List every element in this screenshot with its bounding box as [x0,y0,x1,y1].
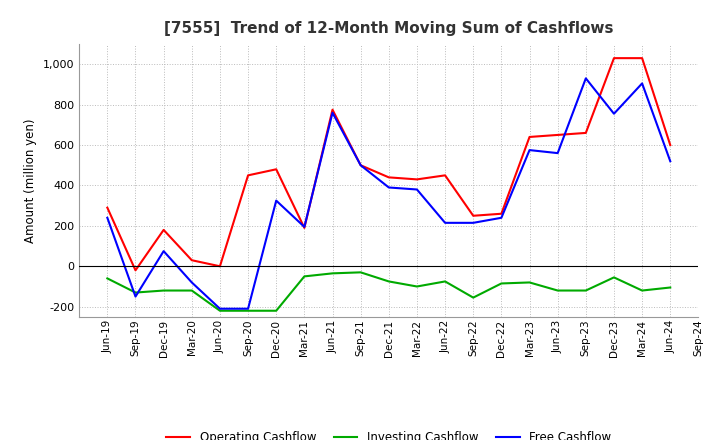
Operating Cashflow [469,213,477,218]
Free Cashflow [328,110,337,115]
Operating Cashflow [131,268,140,273]
Free Cashflow [413,187,421,192]
Free Cashflow [525,147,534,153]
Free Cashflow [187,280,196,285]
Line: Investing Cashflow: Investing Cashflow [107,272,670,311]
Free Cashflow [272,198,281,203]
Investing Cashflow [525,280,534,285]
Investing Cashflow [215,308,224,313]
Operating Cashflow [384,175,393,180]
Operating Cashflow [441,173,449,178]
Investing Cashflow [413,284,421,289]
Operating Cashflow [272,167,281,172]
Investing Cashflow [610,275,618,280]
Operating Cashflow [638,55,647,61]
Legend: Operating Cashflow, Investing Cashflow, Free Cashflow: Operating Cashflow, Investing Cashflow, … [162,426,616,440]
Operating Cashflow [300,225,309,231]
Operating Cashflow [413,177,421,182]
Investing Cashflow [469,295,477,300]
Operating Cashflow [244,173,253,178]
Investing Cashflow [244,308,253,313]
Operating Cashflow [554,132,562,138]
Free Cashflow [582,76,590,81]
Investing Cashflow [131,290,140,295]
Investing Cashflow [554,288,562,293]
Free Cashflow [497,215,505,220]
Investing Cashflow [356,270,365,275]
Investing Cashflow [272,308,281,313]
Free Cashflow [638,81,647,86]
Operating Cashflow [356,163,365,168]
Operating Cashflow [666,143,675,148]
Operating Cashflow [187,257,196,263]
Free Cashflow [469,220,477,225]
Investing Cashflow [441,279,449,284]
Operating Cashflow [328,107,337,112]
Investing Cashflow [638,288,647,293]
Free Cashflow [384,185,393,190]
Investing Cashflow [328,271,337,276]
Investing Cashflow [159,288,168,293]
Free Cashflow [441,220,449,225]
Free Cashflow [554,150,562,156]
Free Cashflow [666,158,675,164]
Investing Cashflow [497,281,505,286]
Free Cashflow [131,294,140,299]
Title: [7555]  Trend of 12-Month Moving Sum of Cashflows: [7555] Trend of 12-Month Moving Sum of C… [164,21,613,36]
Line: Operating Cashflow: Operating Cashflow [107,58,670,270]
Operating Cashflow [610,55,618,61]
Free Cashflow [300,224,309,230]
Investing Cashflow [300,274,309,279]
Free Cashflow [610,111,618,116]
Operating Cashflow [582,130,590,136]
Y-axis label: Amount (million yen): Amount (million yen) [24,118,37,242]
Free Cashflow [356,163,365,168]
Operating Cashflow [497,211,505,216]
Operating Cashflow [525,134,534,139]
Investing Cashflow [103,276,112,281]
Investing Cashflow [187,288,196,293]
Operating Cashflow [159,227,168,233]
Investing Cashflow [666,285,675,290]
Operating Cashflow [103,205,112,210]
Line: Free Cashflow: Free Cashflow [107,78,670,309]
Free Cashflow [215,306,224,312]
Operating Cashflow [215,264,224,269]
Free Cashflow [103,215,112,220]
Free Cashflow [244,306,253,312]
Investing Cashflow [384,279,393,284]
Free Cashflow [159,249,168,254]
Investing Cashflow [582,288,590,293]
